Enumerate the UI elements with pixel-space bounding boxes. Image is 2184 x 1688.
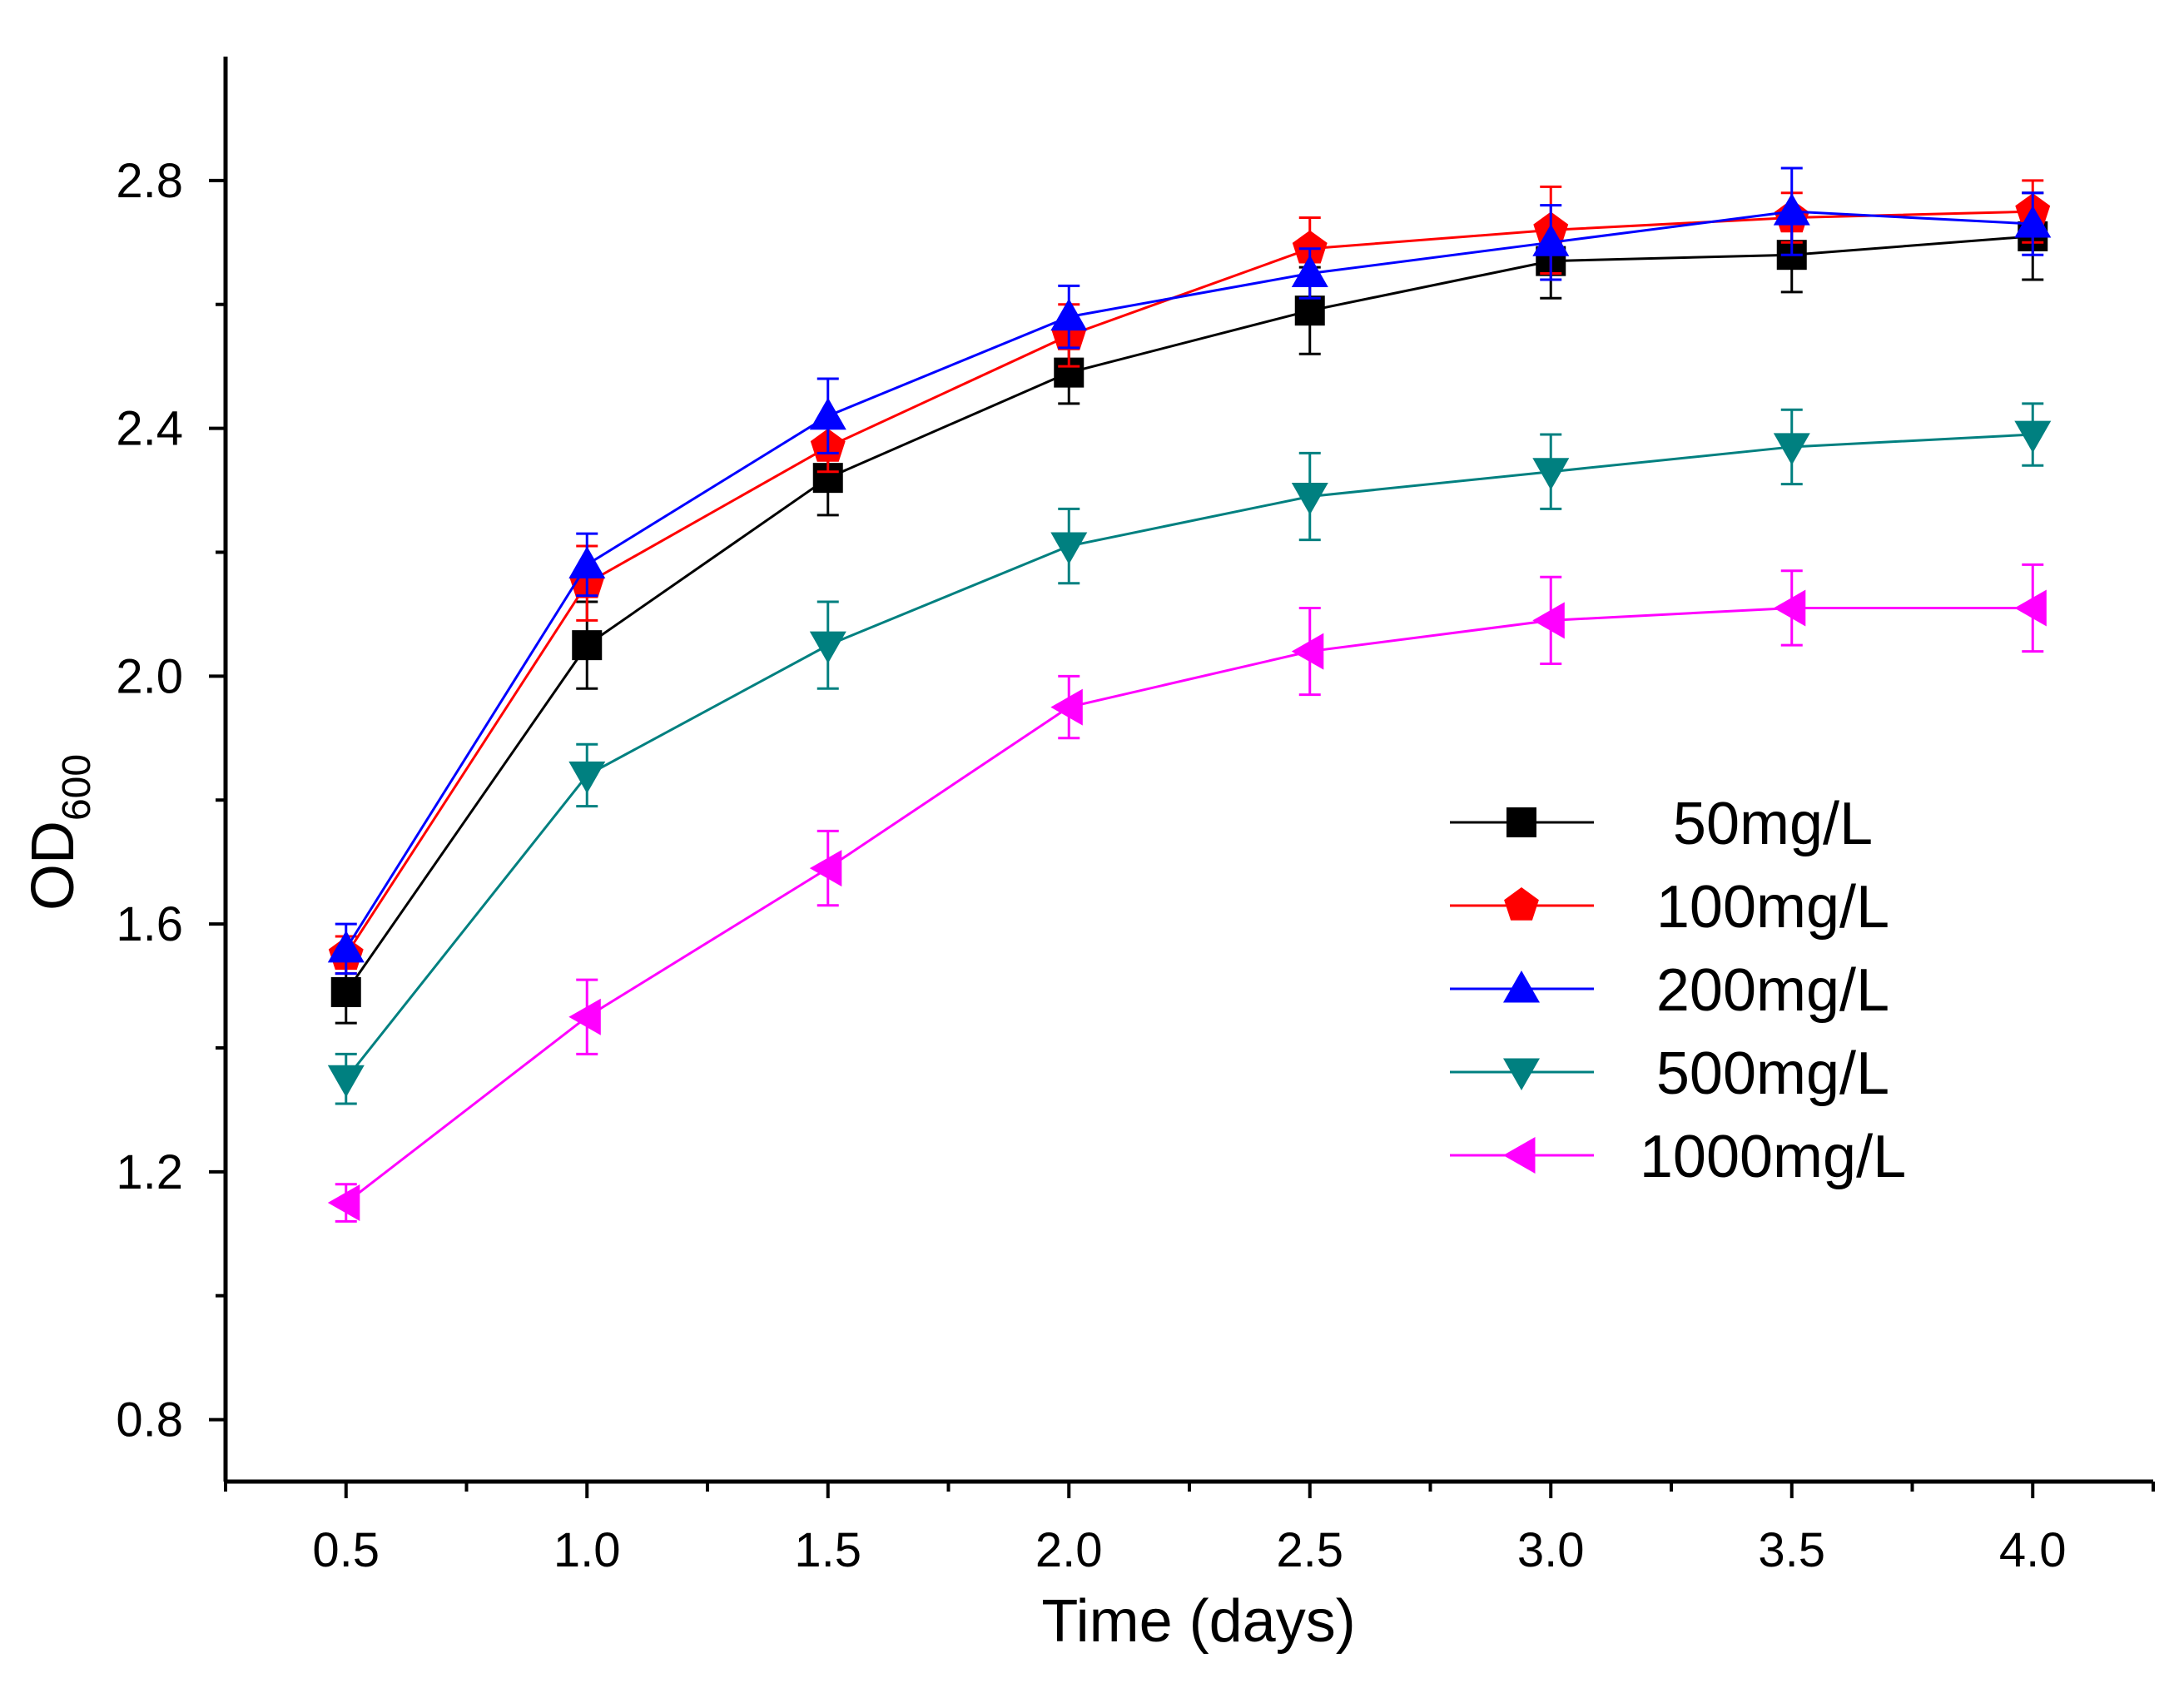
series-line xyxy=(345,210,2033,950)
y-tick-label: 2.4 xyxy=(116,402,183,456)
data-point xyxy=(1292,230,1328,264)
legend-label: 100mg/L xyxy=(1656,874,1889,941)
data-point xyxy=(809,397,846,430)
data-point xyxy=(1291,255,1328,287)
data-point xyxy=(2014,420,2052,454)
data-point xyxy=(1773,193,1810,226)
data-point xyxy=(809,850,842,887)
data-point xyxy=(327,1184,360,1221)
legend: 50mg/L 100mg/L 200mg/L 500mg/L 1000mg/L xyxy=(1450,791,1906,1190)
data-point xyxy=(1773,589,1806,627)
legend-item: 500mg/L xyxy=(1450,1040,1889,1107)
y-axis-title: OD600 xyxy=(20,754,99,911)
data-point xyxy=(1532,224,1570,256)
y-tick-label: 1.2 xyxy=(116,1145,183,1199)
legend-label: 50mg/L xyxy=(1673,791,1873,857)
data-point xyxy=(572,630,603,661)
data-point xyxy=(1291,483,1328,515)
data-point xyxy=(1050,298,1088,331)
x-tick-label: 2.0 xyxy=(1035,1523,1103,1577)
data-point xyxy=(1532,458,1570,490)
data-point xyxy=(2014,589,2047,627)
legend-item: 100mg/L xyxy=(1450,874,1889,941)
y-tick-label: 0.8 xyxy=(116,1393,183,1447)
data-point xyxy=(809,631,846,664)
x-tick-label: 4.0 xyxy=(1999,1523,2067,1577)
y-axis-title-subscript: 600 xyxy=(55,754,99,821)
x-tick-label: 1.0 xyxy=(553,1523,621,1577)
legend-label: 500mg/L xyxy=(1656,1040,1889,1107)
data-point xyxy=(568,998,601,1035)
data-point xyxy=(568,546,606,578)
x-tick-label: 3.0 xyxy=(1517,1523,1585,1577)
data-point xyxy=(330,976,361,1007)
data-point xyxy=(1050,532,1088,564)
series-line xyxy=(345,433,2033,1080)
axes xyxy=(223,57,2153,1484)
plot-area xyxy=(327,166,2052,1223)
legend-item: 50mg/L xyxy=(1450,791,1873,857)
x-tick-label: 3.5 xyxy=(1758,1523,1825,1577)
data-point xyxy=(1291,633,1324,670)
legend-label: 200mg/L xyxy=(1656,957,1889,1024)
legend-marker xyxy=(1503,1137,1536,1174)
x-tick-label: 2.5 xyxy=(1276,1523,1343,1577)
y-tick-label: 1.6 xyxy=(116,897,183,951)
data-point xyxy=(1050,688,1083,726)
x-tick-label: 0.5 xyxy=(312,1523,380,1577)
legend-marker xyxy=(1503,1058,1540,1090)
data-point xyxy=(1532,602,1565,639)
series-4 xyxy=(327,563,2047,1223)
data-point xyxy=(568,761,606,794)
y-axis-title-main: OD xyxy=(20,821,87,911)
series-2 xyxy=(327,166,2052,976)
series-line xyxy=(345,210,2033,956)
legend-marker xyxy=(1504,887,1539,921)
legend-marker xyxy=(1506,807,1536,837)
data-point xyxy=(327,930,365,963)
legend-label: 1000mg/L xyxy=(1640,1124,1906,1190)
data-point xyxy=(327,1065,365,1098)
series-line xyxy=(345,606,2033,1204)
x-tick-label: 1.5 xyxy=(794,1523,861,1577)
y-tick-label: 2.0 xyxy=(116,649,183,703)
legend-marker xyxy=(1503,971,1540,1003)
legend-item: 1000mg/L xyxy=(1450,1124,1906,1190)
x-axis-title: Time (days) xyxy=(1041,1588,1355,1655)
x-axis-ticks: 0.5 1.0 1.5 2.0 2.5 3.0 3.5 4.0 xyxy=(224,1482,2155,1577)
y-tick-label: 2.8 xyxy=(116,154,183,208)
legend-item: 200mg/L xyxy=(1450,957,1889,1024)
data-point xyxy=(2014,206,2052,238)
series-line xyxy=(345,235,2033,993)
data-point xyxy=(1294,295,1325,326)
series-3 xyxy=(327,402,2052,1105)
y-axis-ticks: 0.8 1.2 1.6 2.0 2.4 2.8 xyxy=(116,154,226,1447)
data-point xyxy=(1773,433,1810,465)
